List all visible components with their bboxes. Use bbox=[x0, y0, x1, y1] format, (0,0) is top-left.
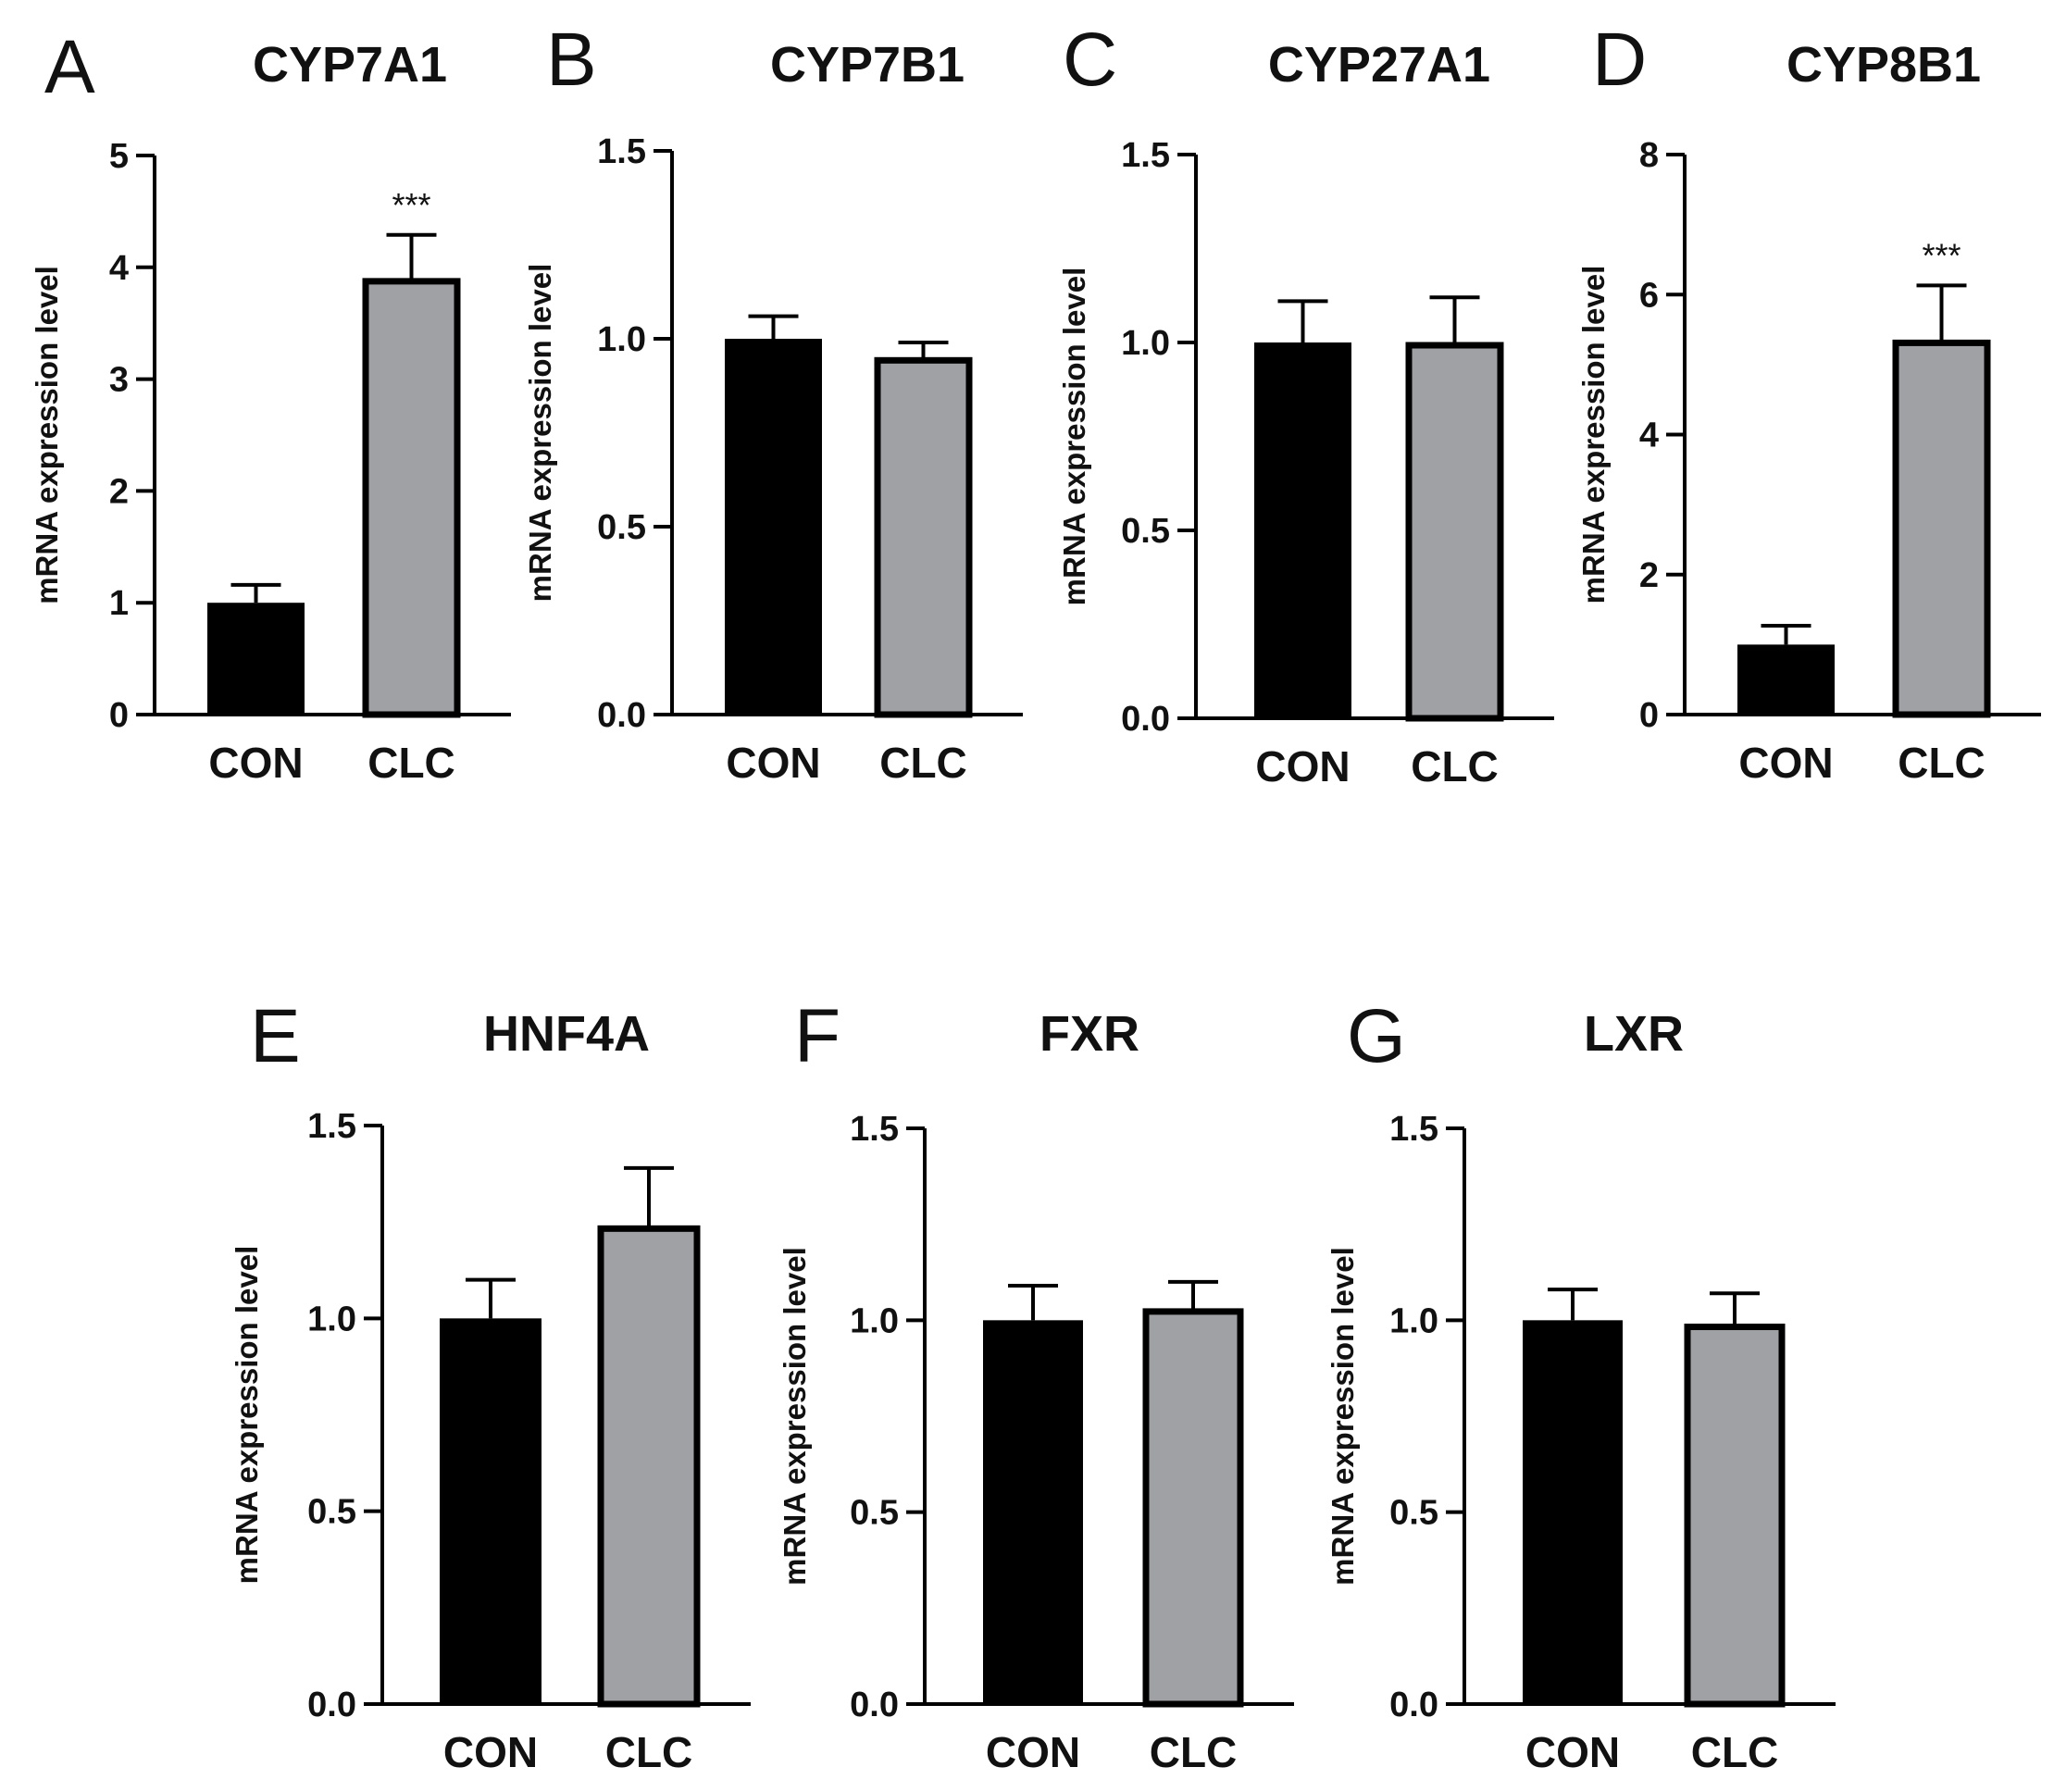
panel-c-letter: C bbox=[1063, 18, 1117, 102]
panel-a-letter: A bbox=[44, 25, 95, 109]
panel-a: A CYP7A1 mRNA expression level CON *** CLC 0 1 2… bbox=[30, 25, 511, 787]
panel-b-y-tick-label: 0.0 bbox=[597, 696, 646, 735]
panel-g: G LXR mRNA expression level CON CLC 0.0 0.5 1.0… bbox=[1326, 994, 1836, 1776]
panel-c-bar-con bbox=[1254, 342, 1351, 718]
panel-b-y-tick-label: 1.5 bbox=[597, 132, 646, 171]
panel-f-letter: F bbox=[794, 994, 840, 1078]
panel-e-title: HNF4A bbox=[483, 1006, 650, 1062]
panel-a-category-label: CON bbox=[208, 739, 303, 787]
panel-c-y-tick-label: 1.5 bbox=[1121, 136, 1170, 175]
panel-d-y-tick-label: 0 bbox=[1639, 696, 1659, 735]
panel-c-y-tick-label: 0.0 bbox=[1121, 700, 1170, 739]
panel-b-y-tick-label: 1.0 bbox=[597, 320, 646, 359]
panel-f-bar-clc bbox=[1142, 1308, 1244, 1708]
panel-d-y-tick-label: 2 bbox=[1639, 556, 1659, 595]
panel-f-category-label: CON bbox=[986, 1728, 1080, 1776]
panel-b-category-label: CON bbox=[726, 739, 820, 787]
panel-c-y-tick-label: 0.5 bbox=[1121, 512, 1170, 551]
panel-f-title: FXR bbox=[1039, 1006, 1139, 1062]
panel-a-y-tick-label: 2 bbox=[109, 472, 129, 511]
panel-a-significance-clc: *** bbox=[392, 186, 430, 224]
panel-e-letter: E bbox=[250, 994, 301, 1078]
panel-e-y-tick-label: 0.0 bbox=[307, 1686, 356, 1724]
panel-d-category-label: CON bbox=[1738, 739, 1833, 787]
panel-f-category-label: CLC bbox=[1150, 1728, 1238, 1776]
panel-a-bar-con bbox=[207, 603, 305, 715]
panel-b-letter: B bbox=[546, 18, 597, 102]
panel-c-title: CYP27A1 bbox=[1268, 37, 1490, 93]
panel-g-letter: G bbox=[1347, 994, 1406, 1078]
panel-d-title: CYP8B1 bbox=[1786, 37, 1981, 93]
panel-b-y-axis-label: mRNA expression level bbox=[523, 264, 557, 603]
panel-a-y-tick-label: 0 bbox=[109, 696, 129, 735]
panel-g-y-tick-label: 1.5 bbox=[1389, 1110, 1438, 1149]
panel-d-bar-con bbox=[1737, 644, 1835, 715]
panel-e-category-label: CLC bbox=[605, 1728, 693, 1776]
panel-e: E HNF4A mRNA expression level CON CLC 0.0 0.5 1… bbox=[230, 994, 751, 1776]
panel-g-title: LXR bbox=[1584, 1006, 1684, 1062]
panel-g-y-tick-label: 1.0 bbox=[1389, 1301, 1438, 1340]
panel-g-bar-con bbox=[1523, 1320, 1623, 1704]
panel-g-category-label: CLC bbox=[1691, 1728, 1779, 1776]
panel-c-y-tick-label: 1.0 bbox=[1121, 324, 1170, 363]
panel-e-bar-con bbox=[440, 1318, 542, 1704]
panel-d-y-tick-label: 8 bbox=[1639, 136, 1659, 175]
panel-c-category-label: CON bbox=[1255, 742, 1350, 790]
panel-f-y-tick-label: 1.0 bbox=[850, 1301, 899, 1340]
panel-a-y-axis-label: mRNA expression level bbox=[30, 266, 64, 604]
panel-f: F FXR mRNA expression level CON CLC 0.0 0.5 1.0… bbox=[778, 994, 1294, 1776]
panel-e-y-tick-label: 0.5 bbox=[307, 1493, 356, 1532]
panel-g-y-axis-label: mRNA expression level bbox=[1326, 1247, 1360, 1586]
panel-d-significance-clc: *** bbox=[1922, 236, 1961, 274]
panel-a-y-tick-label: 5 bbox=[109, 137, 129, 176]
panel-b-bar-con bbox=[725, 339, 822, 715]
panel-d-letter: D bbox=[1592, 18, 1647, 102]
panel-b-bar-clc bbox=[874, 356, 973, 718]
panel-f-bar-con bbox=[983, 1320, 1083, 1704]
panel-g-bar-clc bbox=[1684, 1323, 1786, 1708]
panel-e-bar-clc bbox=[597, 1225, 701, 1708]
panel-c-bar-clc bbox=[1405, 342, 1504, 722]
panel-f-y-tick-label: 0.0 bbox=[850, 1686, 899, 1724]
panel-d-y-tick-label: 6 bbox=[1639, 276, 1659, 315]
panel-a-bar-clc bbox=[362, 278, 461, 718]
panel-e-category-label: CON bbox=[443, 1728, 538, 1776]
panel-b: B CYP7B1 mRNA expression level CON CLC 0.0 0.5… bbox=[523, 18, 1023, 787]
panel-d: D CYP8B1 mRNA expression level CON *** CLC 0 2 4… bbox=[1576, 18, 2041, 787]
panel-d-bar-clc bbox=[1892, 339, 1991, 718]
panel-a-y-tick-label: 4 bbox=[109, 249, 129, 288]
panel-a-title: CYP7A1 bbox=[253, 37, 447, 93]
panel-d-y-tick-label: 4 bbox=[1639, 417, 1659, 455]
panel-c: C CYP27A1 mRNA expression level CON CLC 0.0 0.… bbox=[1057, 18, 1554, 790]
panel-b-title: CYP7B1 bbox=[770, 37, 965, 93]
panel-c-y-axis-label: mRNA expression level bbox=[1057, 268, 1091, 606]
panel-b-y-tick-label: 0.5 bbox=[597, 508, 646, 547]
panel-b-category-label: CLC bbox=[879, 739, 967, 787]
panel-f-y-tick-label: 1.5 bbox=[850, 1110, 899, 1149]
panel-g-y-tick-label: 0.0 bbox=[1389, 1686, 1438, 1724]
panel-g-y-tick-label: 0.5 bbox=[1389, 1494, 1438, 1533]
panel-a-category-label: CLC bbox=[367, 739, 455, 787]
panel-e-y-axis-label: mRNA expression level bbox=[230, 1246, 264, 1585]
panel-d-category-label: CLC bbox=[1898, 739, 1986, 787]
panel-a-y-tick-label: 3 bbox=[109, 361, 129, 400]
panel-f-y-axis-label: mRNA expression level bbox=[778, 1247, 812, 1586]
panel-d-y-axis-label: mRNA expression level bbox=[1576, 266, 1611, 604]
panel-f-y-tick-label: 0.5 bbox=[850, 1494, 899, 1533]
panel-e-y-tick-label: 1.0 bbox=[307, 1300, 356, 1338]
panel-a-y-tick-label: 1 bbox=[109, 584, 129, 623]
panel-c-category-label: CLC bbox=[1411, 742, 1499, 790]
panel-g-category-label: CON bbox=[1525, 1728, 1620, 1776]
panel-e-y-tick-label: 1.5 bbox=[307, 1107, 356, 1146]
